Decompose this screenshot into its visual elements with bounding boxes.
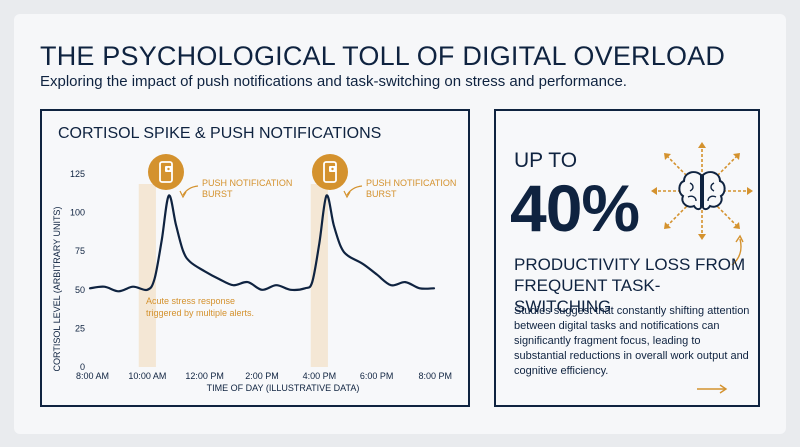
annotation-arrow-icon (346, 185, 363, 196)
y-axis-label: CORTISOL LEVEL (ARBITRARY UNITS) (52, 207, 62, 372)
y-tick-label: 100 (70, 208, 85, 218)
x-tick-label: 8:00 AM (76, 371, 109, 381)
phone-notification-icon (312, 154, 348, 190)
stress-note-line1: Acute stress response (146, 296, 235, 306)
cortisol-series-line (88, 194, 436, 293)
annotation-push-burst-1-line2: BURST (202, 189, 233, 199)
y-tick-label: 25 (75, 323, 85, 333)
cortisol-chart: CORTISOL LEVEL (ARBITRARY UNITS) 0 25 50 75… (52, 154, 456, 393)
page-subtitle: Exploring the impact of push notificatio… (40, 73, 627, 90)
highlight-band (310, 184, 328, 367)
stat-panel: UP TO 40% (494, 109, 760, 407)
annotation-arrowhead (343, 190, 351, 199)
arrow-icon (697, 384, 728, 394)
brain-icon (651, 142, 753, 240)
y-tick-label: 50 (75, 285, 85, 295)
chart-panel: CORTISOL SPIKE & PUSH NOTIFICATIONS CORT… (40, 109, 470, 407)
annotation-arrow-icon (182, 185, 199, 196)
annotation-push-burst-2-line2: BURST (366, 189, 397, 199)
x-tick-label: 10:00 AM (128, 371, 166, 381)
highlight-band (138, 184, 156, 367)
curved-arrow-icon (731, 234, 744, 266)
chart-heading: CORTISOL SPIKE & PUSH NOTIFICATIONS (58, 125, 382, 142)
stat-body: Studies suggest that constantly shifting… (514, 305, 750, 377)
annotation-arrowhead (179, 190, 187, 199)
annotation-push-burst-2-line1: PUSH NOTIFICATION (366, 178, 456, 188)
x-tick-label: 4:00 PM (303, 371, 337, 381)
y-tick-label: 0 (80, 362, 85, 372)
x-tick-label: 8:00 PM (418, 371, 452, 381)
stress-note-line2: triggered by multiple alerts. (146, 308, 254, 318)
x-tick-label: 2:00 PM (245, 371, 279, 381)
annotation-push-burst-1-line1: PUSH NOTIFICATION (202, 178, 292, 188)
stat-value: 40% (510, 171, 640, 245)
y-tick-label: 125 (70, 169, 85, 179)
stat-up-to: UP TO (514, 149, 578, 172)
stat-label: PRODUCTIVITY LOSS FROM FREQUENT TASK-SWI… (514, 255, 746, 316)
page-title: THE PSYCHOLOGICAL TOLL OF DIGITAL OVERLO… (40, 41, 726, 71)
phone-notification-icon (148, 154, 184, 190)
x-tick-label: 12:00 PM (185, 371, 224, 381)
y-tick-label: 75 (75, 246, 85, 256)
x-tick-label: 6:00 PM (360, 371, 394, 381)
x-axis-label: TIME OF DAY (ILLUSTRATIVE DATA) (207, 383, 360, 393)
